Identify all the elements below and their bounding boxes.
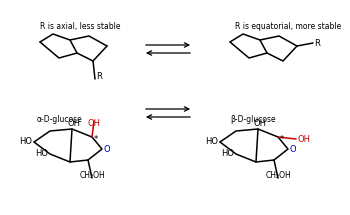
Text: HO: HO bbox=[205, 138, 218, 146]
Text: β-D-glucose: β-D-glucose bbox=[230, 115, 276, 124]
Text: CH₂OH: CH₂OH bbox=[79, 171, 105, 180]
Text: R is equatorial, more stable: R is equatorial, more stable bbox=[235, 22, 341, 31]
Text: OH: OH bbox=[68, 119, 80, 128]
Text: *: * bbox=[280, 135, 284, 144]
Text: OH: OH bbox=[253, 119, 266, 128]
Text: *: * bbox=[94, 135, 98, 144]
Text: R: R bbox=[314, 38, 320, 48]
Text: CH₂OH: CH₂OH bbox=[265, 171, 291, 180]
Text: R is axial, less stable: R is axial, less stable bbox=[40, 22, 120, 31]
Text: O: O bbox=[290, 144, 297, 154]
Text: α-D-glucose: α-D-glucose bbox=[37, 115, 83, 124]
Text: HO: HO bbox=[35, 149, 48, 158]
Text: HO: HO bbox=[19, 138, 32, 146]
Text: OH: OH bbox=[88, 119, 100, 128]
Text: HO: HO bbox=[221, 149, 234, 158]
Text: R: R bbox=[96, 72, 102, 81]
Text: O: O bbox=[104, 144, 111, 154]
Text: OH: OH bbox=[298, 135, 311, 143]
